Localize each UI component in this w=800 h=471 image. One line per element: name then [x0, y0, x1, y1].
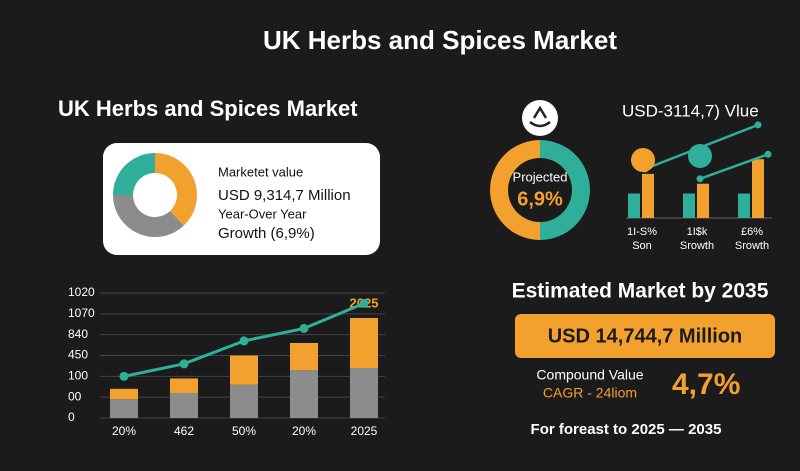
estimate-footer: For foreast to 2025 — 2035 [531, 421, 722, 438]
mini-chart-title: USD-3114,7) Vlue [622, 101, 759, 120]
mini-x-label: Srowth [680, 240, 714, 252]
donut-slice [113, 153, 155, 195]
bar-segment [110, 388, 138, 400]
page-title: UK Herbs and Spices Market [263, 25, 617, 55]
x-tick-label: 2025 [351, 424, 378, 438]
icon-badge [688, 144, 712, 168]
mini-bar [683, 193, 695, 218]
bar-segment [170, 393, 198, 418]
donut-slice [540, 140, 590, 240]
estimate-box [515, 314, 775, 358]
compound-label: Compound Value [536, 367, 643, 383]
y-tick-label: 840 [68, 327, 88, 341]
estimate-value: USD 14,744,7 Million [548, 325, 743, 347]
cagr-label: CAGR - 24liom [543, 385, 637, 401]
mini-bar [752, 159, 764, 218]
x-tick-label: 20% [292, 424, 316, 438]
bar-segment [350, 318, 378, 368]
mini-x-label: Srowth [735, 240, 769, 252]
bar-segment [110, 399, 138, 418]
mini-x-label: 1I$k [687, 226, 708, 238]
y-tick-label: 00 [68, 389, 82, 403]
trend-point [239, 336, 249, 346]
trend-point [119, 371, 129, 381]
bar-segment [350, 368, 378, 418]
donut-slice [490, 140, 540, 240]
summary-heading: UK Herbs and Spices Market [58, 96, 358, 121]
summary-line: Year-Over Year [218, 206, 307, 221]
cagr-value: 4,7% [672, 368, 740, 401]
projection-value: 6,9% [517, 188, 563, 210]
mini-bar [738, 193, 750, 218]
bar-segment [230, 384, 258, 418]
mini-trend [699, 153, 769, 180]
mini-bar [642, 173, 654, 218]
x-tick-label: 20% [112, 424, 136, 438]
trend-point [359, 298, 369, 308]
mini-point [764, 150, 772, 158]
projection-label: Projected [513, 169, 568, 184]
y-tick-label: 100 [68, 369, 88, 383]
bar-segment [230, 355, 258, 385]
donut-slice [155, 153, 197, 226]
bar-segment [170, 378, 198, 393]
y-tick-label: 0 [68, 410, 75, 424]
mini-bar [628, 193, 640, 218]
donut-slice [113, 195, 184, 237]
y-tick-label: 1020 [68, 285, 95, 299]
summary-line: USD 9,314,7 Million [218, 187, 351, 204]
mini-bar [697, 183, 709, 218]
y-tick-label: 450 [68, 348, 88, 362]
icon [529, 105, 551, 128]
bar-segment [290, 343, 318, 371]
trend-point [179, 359, 189, 369]
mini-x-label: Son [632, 240, 652, 252]
summary-line: Marketet value [218, 164, 303, 179]
summary-line: Growth (6,9%) [218, 225, 315, 242]
y-tick-label: 1070 [68, 306, 95, 320]
estimate-heading: Estimated Market by 2035 [512, 280, 769, 303]
x-tick-label: 50% [232, 424, 256, 438]
icon-badge [631, 148, 655, 172]
mini-point [754, 121, 762, 129]
trend-point [299, 323, 309, 333]
icon-badge [522, 100, 558, 136]
x-tick-label: 462 [174, 424, 194, 438]
mini-x-label: 1I-S% [627, 226, 657, 238]
mini-x-label: £6% [741, 226, 763, 238]
mini-point [696, 175, 704, 183]
bar-segment [290, 370, 318, 418]
